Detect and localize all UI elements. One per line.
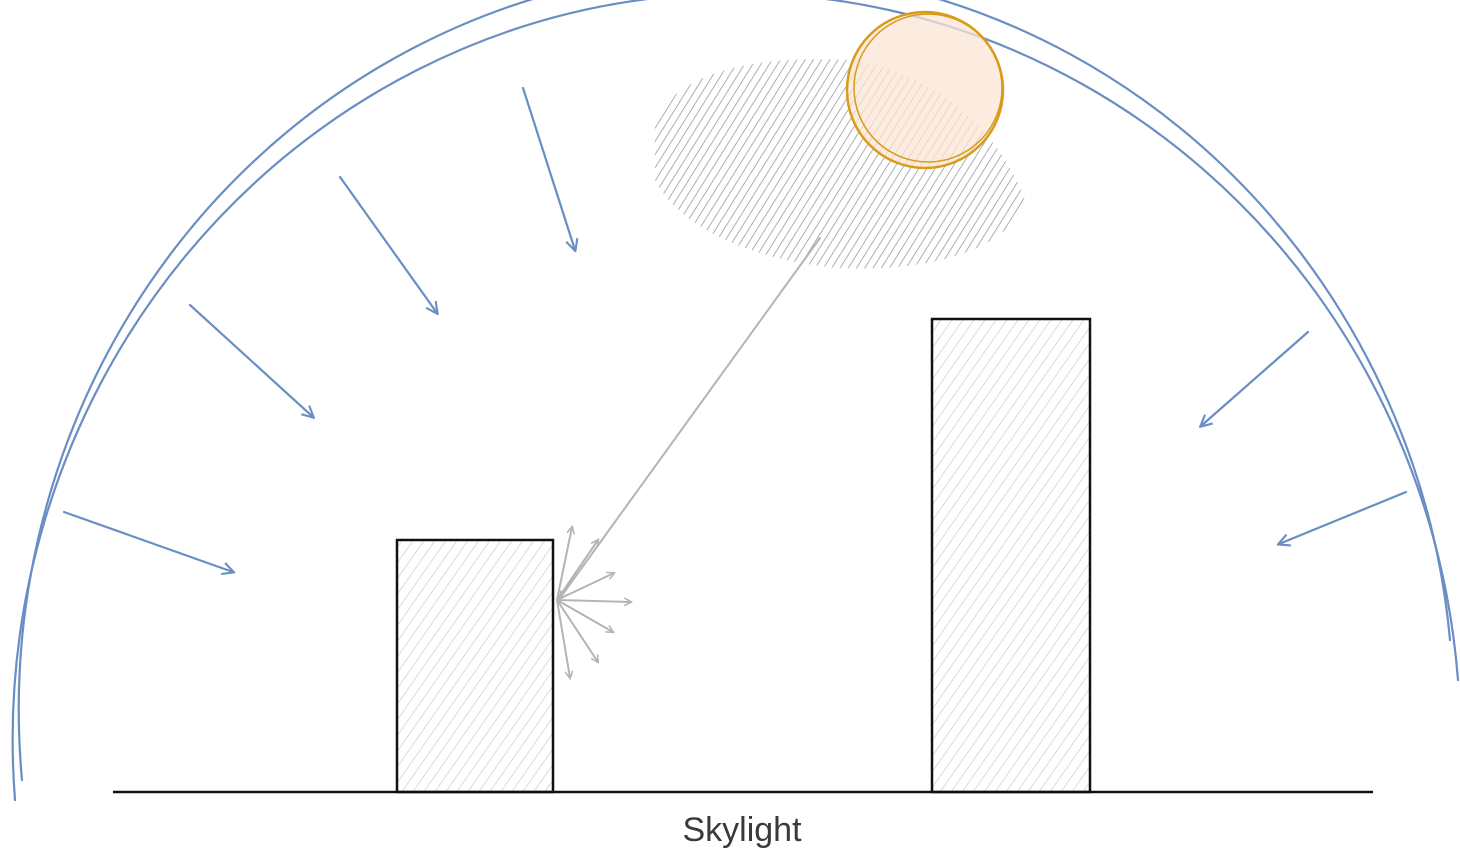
sun [845,10,1005,170]
sky-dome-stroke [17,0,1452,782]
scatter-rays [556,527,631,678]
sky-rays [62,86,1408,572]
sun-ray [560,237,821,598]
building-short [395,538,555,794]
caption: Skylight [682,811,802,849]
building-tall [930,317,1092,794]
sun-stroke [853,13,1003,163]
sky-dome [11,0,1460,802]
